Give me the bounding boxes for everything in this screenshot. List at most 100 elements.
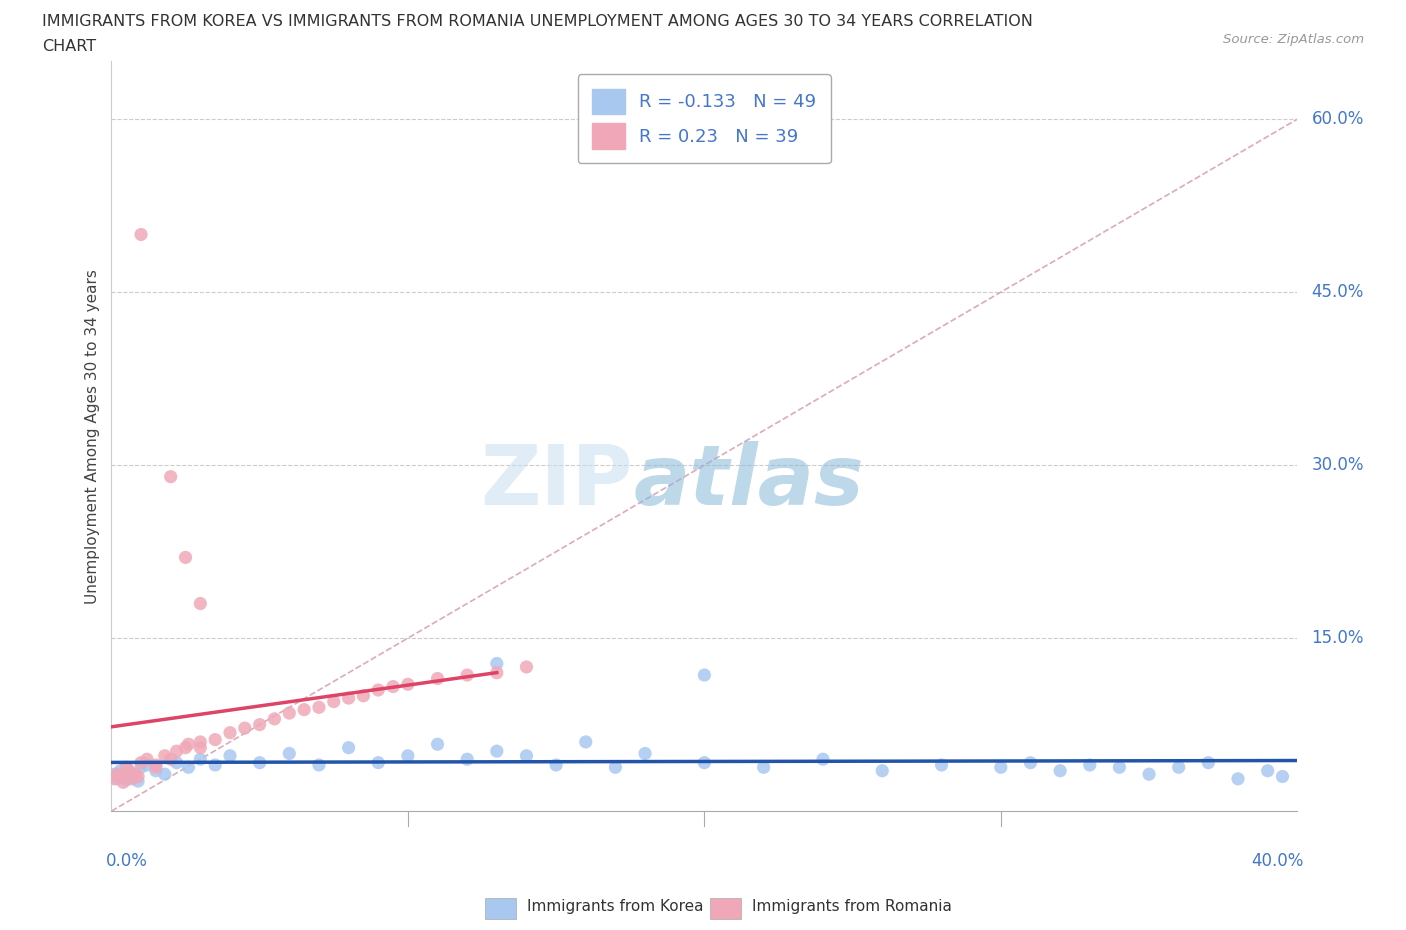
Text: 45.0%: 45.0%	[1312, 283, 1364, 301]
Point	[219, 725, 242, 740]
Text: 0.0%: 0.0%	[105, 852, 148, 870]
Point	[204, 732, 226, 747]
Point	[870, 764, 893, 778]
Point	[177, 737, 200, 751]
Point	[105, 766, 128, 781]
Point	[575, 735, 598, 750]
Text: IMMIGRANTS FROM KOREA VS IMMIGRANTS FROM ROMANIA UNEMPLOYMENT AMONG AGES 30 TO 3: IMMIGRANTS FROM KOREA VS IMMIGRANTS FROM…	[42, 14, 1033, 29]
Point	[292, 702, 315, 717]
Point	[145, 760, 167, 775]
Point	[136, 751, 159, 766]
Point	[308, 700, 330, 715]
Point	[263, 711, 285, 726]
Point	[118, 765, 141, 780]
Point	[605, 760, 627, 775]
Point	[752, 760, 775, 775]
Point	[1137, 766, 1160, 781]
Point	[115, 773, 138, 788]
Point	[1197, 755, 1219, 770]
Text: Immigrants from Korea: Immigrants from Korea	[527, 899, 704, 914]
Point	[103, 766, 125, 781]
Text: atlas: atlas	[633, 441, 863, 522]
Point	[382, 679, 405, 694]
Text: 60.0%: 60.0%	[1312, 110, 1364, 128]
Point	[337, 740, 360, 755]
Point	[145, 764, 167, 778]
Point	[278, 706, 301, 721]
Point	[145, 758, 167, 773]
Point	[811, 751, 834, 766]
Point	[188, 751, 211, 766]
Point	[337, 691, 360, 706]
Point	[367, 683, 389, 698]
Point	[352, 688, 374, 703]
Point	[110, 764, 132, 778]
Point	[188, 735, 211, 750]
Point	[396, 677, 419, 692]
Point	[166, 755, 188, 770]
Point	[485, 665, 508, 680]
Point	[515, 659, 537, 674]
Point	[485, 656, 508, 671]
Text: Source: ZipAtlas.com: Source: ZipAtlas.com	[1223, 33, 1364, 46]
Point	[693, 755, 716, 770]
Point	[159, 470, 181, 485]
Point	[1108, 760, 1130, 775]
Point	[990, 760, 1012, 775]
Y-axis label: Unemployment Among Ages 30 to 34 years: Unemployment Among Ages 30 to 34 years	[86, 269, 100, 604]
Legend: R = -0.133   N = 49, R = 0.23   N = 39: R = -0.133 N = 49, R = 0.23 N = 39	[578, 74, 831, 164]
Point	[396, 749, 419, 764]
Point	[249, 717, 271, 732]
Point	[127, 769, 149, 784]
Text: 30.0%: 30.0%	[1312, 456, 1364, 474]
Point	[112, 769, 135, 784]
Point	[174, 550, 197, 565]
Text: Immigrants from Romania: Immigrants from Romania	[752, 899, 952, 914]
Point	[159, 751, 181, 766]
Point	[546, 758, 568, 773]
Point	[308, 758, 330, 773]
Point	[233, 721, 256, 736]
Point	[693, 668, 716, 683]
Point	[322, 694, 344, 709]
Point	[105, 771, 128, 786]
Point	[136, 758, 159, 773]
Point	[456, 751, 478, 766]
Point	[188, 596, 211, 611]
Point	[485, 744, 508, 759]
Point	[124, 766, 146, 781]
Point	[112, 775, 135, 790]
Point	[249, 755, 271, 770]
Point	[121, 770, 143, 785]
Text: 40.0%: 40.0%	[1251, 852, 1303, 870]
Point	[129, 227, 152, 242]
Point	[129, 755, 152, 770]
Point	[1078, 758, 1101, 773]
Point	[153, 749, 176, 764]
Point	[1019, 755, 1042, 770]
Point	[456, 668, 478, 683]
Point	[634, 746, 657, 761]
Point	[110, 769, 132, 784]
Point	[115, 760, 138, 775]
Point	[426, 737, 449, 751]
Point	[129, 760, 152, 775]
Point	[1227, 771, 1250, 786]
Point	[166, 744, 188, 759]
Point	[103, 771, 125, 786]
Point	[121, 771, 143, 786]
Point	[118, 764, 141, 778]
Point	[278, 746, 301, 761]
Text: ZIP: ZIP	[481, 441, 633, 522]
Point	[1257, 764, 1279, 778]
Point	[174, 740, 197, 755]
Point	[1049, 764, 1071, 778]
Point	[188, 740, 211, 755]
Point	[367, 755, 389, 770]
Point	[127, 774, 149, 789]
Point	[1167, 760, 1189, 775]
Point	[219, 749, 242, 764]
Point	[515, 749, 537, 764]
Point	[177, 760, 200, 775]
Point	[426, 671, 449, 686]
